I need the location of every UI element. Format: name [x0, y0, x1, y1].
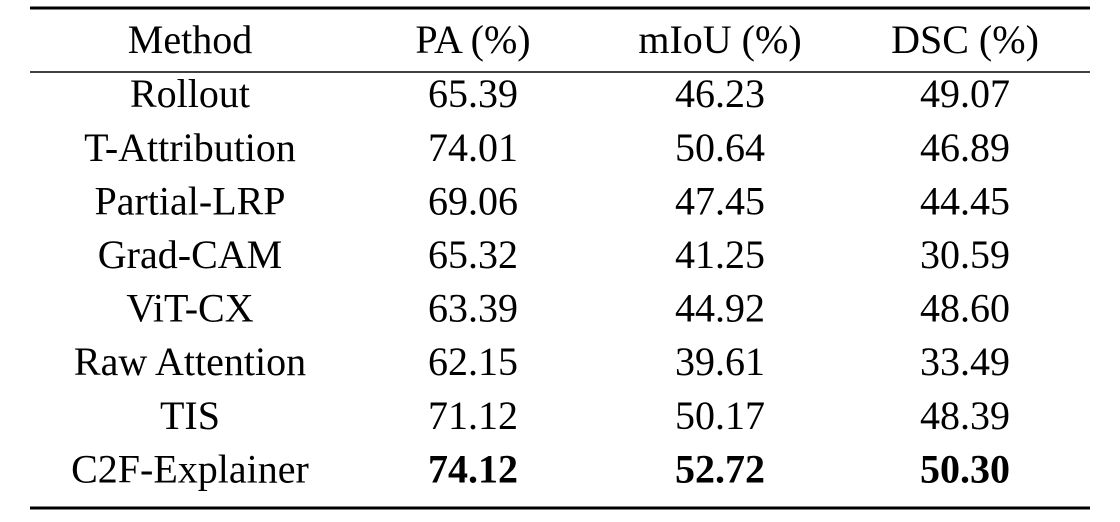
value-cell: 63.39	[428, 286, 518, 331]
header-cell: DSC (%)	[891, 17, 1039, 62]
value-cell: 46.23	[675, 71, 765, 116]
value-cell: 52.72	[675, 446, 765, 491]
method-cell: Rollout	[130, 71, 250, 116]
method-cell: Partial-LRP	[94, 178, 285, 223]
value-cell: 71.12	[428, 393, 518, 438]
method-cell: T-Attribution	[84, 125, 296, 170]
header-cell: PA (%)	[415, 17, 530, 62]
value-cell: 74.01	[428, 125, 518, 170]
value-cell: 33.49	[920, 339, 1010, 384]
value-cell: 41.25	[675, 232, 765, 277]
value-cell: 44.45	[920, 178, 1010, 223]
value-cell: 74.12	[428, 446, 518, 491]
value-cell: 50.64	[675, 125, 765, 170]
method-cell: C2F-Explainer	[71, 446, 309, 491]
value-cell: 46.89	[920, 125, 1010, 170]
value-cell: 49.07	[920, 71, 1010, 116]
value-cell: 62.15	[428, 339, 518, 384]
header-cell: Method	[128, 17, 252, 62]
method-cell: Raw Attention	[74, 339, 306, 384]
header-cell: mIoU (%)	[638, 17, 801, 62]
value-cell: 50.17	[675, 393, 765, 438]
value-cell: 44.92	[675, 286, 765, 331]
value-cell: 50.30	[920, 446, 1010, 491]
method-cell: ViT-CX	[126, 286, 253, 331]
value-cell: 48.39	[920, 393, 1010, 438]
value-cell: 30.59	[920, 232, 1010, 277]
value-cell: 47.45	[675, 178, 765, 223]
method-cell: TIS	[160, 393, 220, 438]
value-cell: 65.32	[428, 232, 518, 277]
value-cell: 69.06	[428, 178, 518, 223]
value-cell: 48.60	[920, 286, 1010, 331]
value-cell: 39.61	[675, 339, 765, 384]
method-cell: Grad-CAM	[98, 232, 282, 277]
value-cell: 65.39	[428, 71, 518, 116]
